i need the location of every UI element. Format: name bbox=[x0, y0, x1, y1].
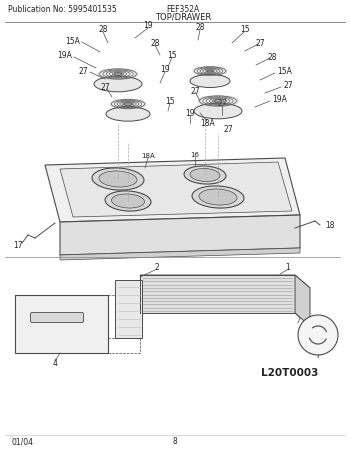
Ellipse shape bbox=[192, 75, 228, 86]
Circle shape bbox=[298, 315, 338, 355]
FancyBboxPatch shape bbox=[30, 313, 84, 323]
Ellipse shape bbox=[110, 99, 146, 109]
Text: 18: 18 bbox=[325, 221, 335, 230]
Ellipse shape bbox=[193, 66, 227, 76]
Text: L20T0003: L20T0003 bbox=[261, 368, 319, 378]
Text: 19: 19 bbox=[160, 66, 170, 74]
Text: 7: 7 bbox=[316, 351, 321, 360]
Polygon shape bbox=[60, 162, 292, 217]
Text: 27: 27 bbox=[283, 82, 293, 91]
Text: 1: 1 bbox=[286, 264, 290, 273]
Text: Publication No: 5995401535: Publication No: 5995401535 bbox=[8, 5, 117, 14]
Polygon shape bbox=[140, 275, 295, 313]
Ellipse shape bbox=[124, 103, 132, 105]
Polygon shape bbox=[60, 215, 300, 255]
Ellipse shape bbox=[112, 194, 145, 208]
Ellipse shape bbox=[96, 77, 140, 90]
Text: 16: 16 bbox=[190, 152, 199, 158]
Ellipse shape bbox=[196, 103, 240, 116]
Text: 18A: 18A bbox=[141, 153, 155, 159]
Polygon shape bbox=[60, 248, 300, 260]
Text: 15A: 15A bbox=[277, 67, 292, 77]
Text: 8: 8 bbox=[173, 438, 177, 447]
Text: 15A: 15A bbox=[65, 37, 80, 45]
Text: 27: 27 bbox=[78, 67, 88, 76]
Ellipse shape bbox=[198, 96, 238, 106]
Ellipse shape bbox=[207, 70, 213, 72]
Text: 27: 27 bbox=[217, 98, 227, 107]
Text: TOP/DRAWER: TOP/DRAWER bbox=[155, 13, 211, 21]
Ellipse shape bbox=[106, 107, 150, 121]
Text: 17: 17 bbox=[13, 241, 23, 251]
Polygon shape bbox=[140, 275, 310, 288]
Text: 19: 19 bbox=[185, 109, 195, 117]
Text: 15: 15 bbox=[165, 96, 175, 106]
Ellipse shape bbox=[114, 73, 122, 75]
Polygon shape bbox=[115, 280, 142, 338]
Ellipse shape bbox=[99, 171, 137, 187]
Ellipse shape bbox=[94, 76, 142, 92]
Text: 18A: 18A bbox=[201, 119, 215, 127]
Text: 4: 4 bbox=[52, 358, 57, 367]
Ellipse shape bbox=[214, 100, 222, 102]
Ellipse shape bbox=[92, 168, 144, 190]
Ellipse shape bbox=[105, 191, 151, 211]
Ellipse shape bbox=[190, 169, 220, 182]
Ellipse shape bbox=[98, 68, 138, 79]
Text: 27: 27 bbox=[100, 83, 110, 92]
Text: 28: 28 bbox=[267, 53, 277, 62]
Polygon shape bbox=[45, 158, 300, 222]
Ellipse shape bbox=[190, 74, 230, 87]
Text: 28: 28 bbox=[150, 39, 160, 48]
Polygon shape bbox=[15, 295, 108, 353]
Ellipse shape bbox=[184, 166, 226, 184]
Text: 01/04: 01/04 bbox=[12, 438, 34, 447]
Ellipse shape bbox=[192, 186, 244, 208]
Text: 28: 28 bbox=[195, 24, 205, 33]
Text: 2: 2 bbox=[155, 264, 159, 273]
Ellipse shape bbox=[194, 103, 242, 119]
Text: 28: 28 bbox=[98, 25, 108, 34]
Text: 15: 15 bbox=[240, 25, 250, 34]
Ellipse shape bbox=[199, 189, 237, 205]
Text: 19: 19 bbox=[143, 21, 153, 30]
Text: 19A: 19A bbox=[57, 52, 72, 61]
Text: 27: 27 bbox=[255, 39, 265, 48]
Text: 27: 27 bbox=[190, 87, 200, 96]
Ellipse shape bbox=[108, 107, 148, 119]
Text: FEF352A: FEF352A bbox=[166, 5, 200, 14]
Polygon shape bbox=[295, 275, 310, 326]
Text: 27: 27 bbox=[223, 125, 233, 135]
Text: 15: 15 bbox=[167, 50, 177, 59]
Text: 19A: 19A bbox=[272, 96, 287, 105]
